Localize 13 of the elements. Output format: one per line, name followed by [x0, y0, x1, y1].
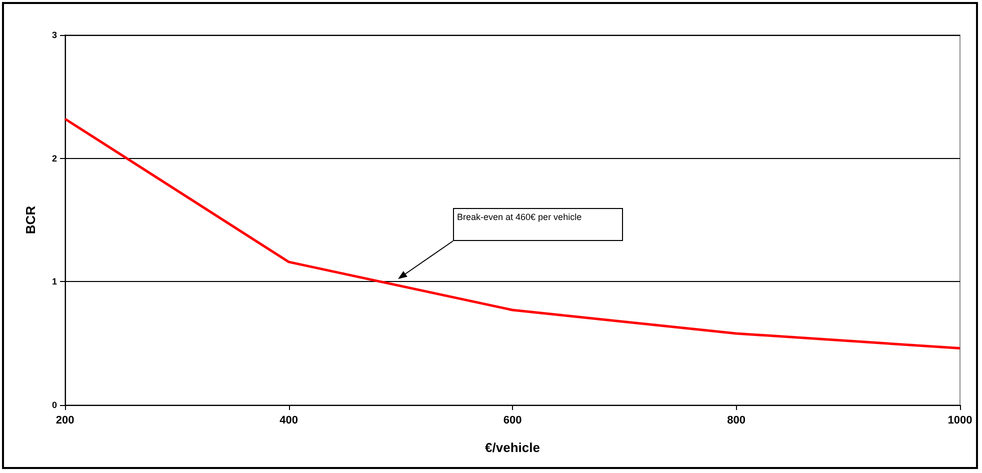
y-tick-label: 2: [52, 153, 57, 164]
x-tick-label: 400: [280, 414, 298, 426]
x-tick-label: 600: [503, 414, 522, 426]
x-axis-title: €/vehicle: [485, 440, 540, 455]
y-tick-label: 0: [52, 400, 57, 410]
x-tick-label: 800: [727, 414, 746, 426]
y-tick-label: 3: [52, 30, 57, 40]
y-tick-label: 1: [52, 276, 57, 287]
line-series: [64, 118, 962, 350]
y-axis-title: BCR: [23, 205, 38, 234]
x-tick-label: 200: [56, 414, 74, 426]
x-tick-label: 1000: [948, 414, 972, 426]
callout-box: Break-even at 460€ per vehicle: [453, 208, 623, 241]
